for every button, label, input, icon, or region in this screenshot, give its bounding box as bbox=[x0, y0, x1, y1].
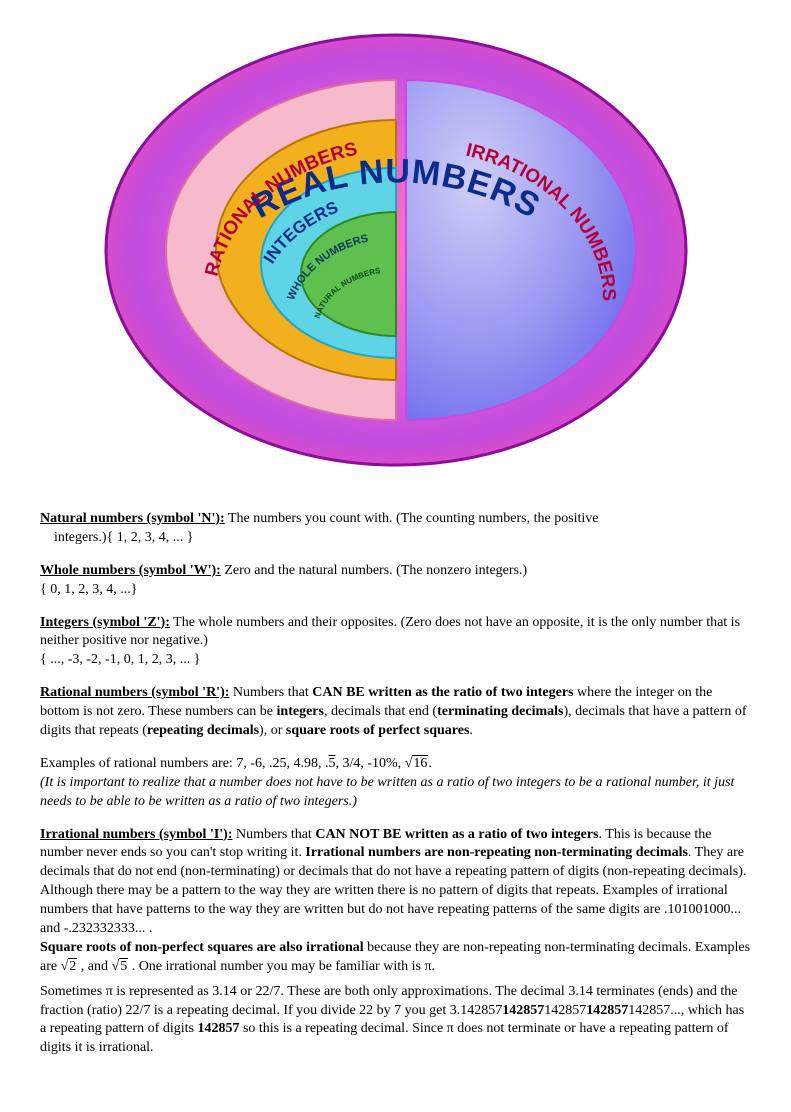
irrational-heading: Irrational numbers (symbol 'I'): bbox=[40, 827, 233, 842]
rational-examples: Examples of rational numbers are: 7, -6,… bbox=[40, 755, 751, 812]
irrational-definition: Irrational numbers (symbol 'I'): Numbers… bbox=[40, 826, 751, 1059]
irr-1e: Irrational numbers are non-repeating non… bbox=[305, 845, 688, 860]
irr-cannot: CAN NOT BE bbox=[315, 827, 401, 842]
rational-t1e: integers bbox=[277, 704, 324, 719]
irr-2a: Square roots of non-perfect squares are … bbox=[40, 940, 364, 955]
irr-3b: 142857 bbox=[502, 1003, 544, 1018]
whole-heading: Whole numbers (symbol 'W'): bbox=[40, 563, 221, 578]
irr-1a: Numbers that bbox=[233, 827, 316, 842]
rational-heading: Rational numbers (symbol 'R'): bbox=[40, 685, 229, 700]
whole-line1: Zero and the natural numbers. (The nonze… bbox=[221, 563, 527, 578]
rational-definition: Rational numbers (symbol 'R'): Numbers t… bbox=[40, 684, 751, 741]
rational-t1c: written as the ratio of two integers bbox=[365, 685, 574, 700]
diagram-container: REAL NUMBERS RATIONAL NUMBERS IRRATIONAL… bbox=[40, 20, 751, 480]
rational-t1k: square roots of perfect squares bbox=[286, 723, 470, 738]
irrational-pi: Sometimes π is represented as 3.14 or 22… bbox=[40, 983, 751, 1059]
rational-t1i: repeating decimals bbox=[147, 723, 259, 738]
real-numbers-diagram: REAL NUMBERS RATIONAL NUMBERS IRRATIONAL… bbox=[96, 20, 696, 480]
integers-heading: Integers (symbol 'Z'): bbox=[40, 615, 170, 630]
natural-line2: integers.){ 1, 2, 3, 4, ... } bbox=[40, 529, 751, 548]
irr-2d: , and bbox=[77, 959, 111, 974]
rational-ex3: , 3/4, -10%, bbox=[335, 756, 404, 771]
rational-ex5: . bbox=[428, 756, 432, 771]
irr-2f: . One irrational number you may be famil… bbox=[128, 959, 435, 974]
rational-ex1: Examples of rational numbers are: 7, -6,… bbox=[40, 756, 328, 771]
rational-t1g: terminating decimals bbox=[437, 704, 563, 719]
irr-1c: written as a ratio of two integers bbox=[401, 827, 598, 842]
rational-canbe: CAN BE bbox=[312, 685, 365, 700]
natural-line1: The numbers you count with. (The countin… bbox=[225, 511, 599, 526]
natural-heading: Natural numbers (symbol 'N'): bbox=[40, 511, 225, 526]
whole-line2: { 0, 1, 2, 3, 4, ...} bbox=[40, 581, 751, 600]
irr-3c: 142857 bbox=[544, 1003, 586, 1018]
whole-definition: Whole numbers (symbol 'W'): Zero and the… bbox=[40, 562, 751, 600]
rational-t1a: Numbers that bbox=[229, 685, 312, 700]
integers-line2: { ..., -3, -2, -1, 0, 1, 2, 3, ... } bbox=[40, 651, 751, 670]
sqrt-2: 2 bbox=[61, 958, 78, 977]
rational-note: (It is important to realize that a numbe… bbox=[40, 774, 751, 812]
rational-t1f: , decimals that end ( bbox=[324, 704, 437, 719]
rational-t1j: ), or bbox=[259, 723, 286, 738]
integers-definition: Integers (symbol 'Z'): The whole numbers… bbox=[40, 614, 751, 671]
sqrt-5: 5 bbox=[112, 958, 129, 977]
irr-3d: 142857 bbox=[586, 1003, 628, 1018]
sqrt-16: 16 bbox=[405, 755, 429, 774]
natural-definition: Natural numbers (symbol 'N'): The number… bbox=[40, 510, 751, 548]
rational-t1l: . bbox=[469, 723, 473, 738]
irrational-sqroots: Square roots of non-perfect squares are … bbox=[40, 939, 751, 977]
